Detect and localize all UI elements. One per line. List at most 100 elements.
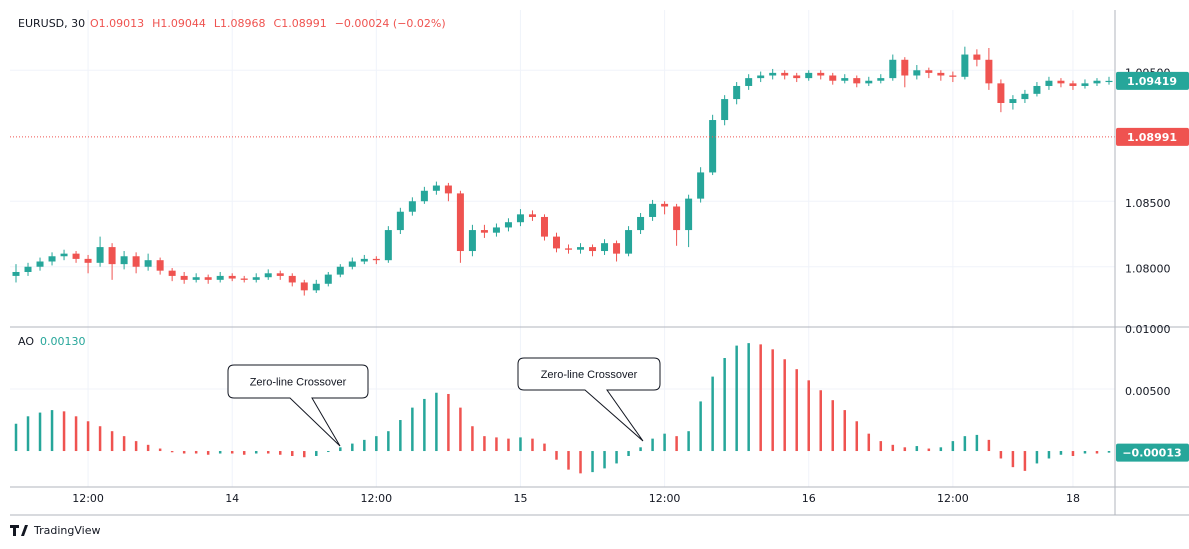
candle-body: [96, 247, 104, 263]
x-tick-label: 14: [225, 492, 239, 505]
candle-body: [637, 216, 645, 231]
candle-body: [745, 78, 753, 86]
ao-bar: [1035, 451, 1039, 464]
candle-body: [48, 256, 56, 262]
candle-body: [757, 75, 765, 79]
ao-bar: [591, 451, 594, 473]
candle-body: [204, 277, 212, 280]
candle-body: [216, 275, 224, 280]
ao-bar: [471, 426, 474, 452]
candle-body: [1105, 80, 1113, 83]
ohlc-value: H1.09044: [152, 17, 206, 30]
candle-body: [120, 256, 128, 265]
candle-body: [925, 70, 933, 73]
candle-body: [721, 99, 729, 121]
ao-bar: [663, 433, 666, 452]
candle-body: [901, 59, 909, 76]
candle-body: [468, 230, 476, 252]
candle-body: [613, 243, 621, 254]
candle-body: [84, 258, 92, 263]
candle-body: [685, 198, 693, 231]
ao-bar: [315, 451, 318, 456]
candle-body: [673, 206, 681, 231]
candle-body: [408, 201, 416, 212]
ao-bar: [483, 436, 486, 452]
candle-body: [997, 83, 1005, 104]
candle-body: [937, 72, 945, 76]
ao-bar: [170, 451, 174, 453]
x-tick-label: 12:00: [72, 492, 104, 505]
candle-body: [913, 70, 921, 76]
ao-bar: [146, 444, 150, 452]
candle-body: [60, 253, 68, 257]
ao-bar: [62, 411, 66, 452]
ao-bar: [218, 451, 222, 454]
candle-body: [312, 283, 320, 291]
y-tick-label: 1.08000: [1125, 263, 1171, 276]
symbol: EURUSD, 30: [18, 17, 85, 30]
candle-body: [108, 247, 116, 265]
candle-body: [865, 80, 873, 84]
candle-body: [276, 273, 284, 276]
ao-bar: [747, 343, 750, 452]
ao-bar: [651, 438, 654, 452]
ao-bar: [543, 443, 546, 452]
candle-body: [504, 222, 512, 228]
ao-bar: [254, 451, 258, 454]
candle-body: [384, 230, 392, 261]
candle-body: [1093, 80, 1101, 84]
x-tick-label: 15: [513, 492, 527, 505]
candle-body: [601, 243, 609, 252]
ao-bar: [266, 451, 270, 454]
logo-icon: [10, 525, 28, 536]
ao-bar: [903, 447, 907, 452]
ao-bar: [519, 437, 522, 452]
candle-body: [300, 282, 308, 291]
candle-body: [252, 277, 260, 280]
price-tag: [1116, 71, 1189, 90]
ao-bar: [98, 426, 102, 452]
ao-bar: [1071, 451, 1075, 456]
candle-body: [528, 214, 536, 217]
ao-bar: [759, 344, 762, 452]
candle-body: [1069, 83, 1077, 86]
ao-bar: [1083, 451, 1087, 454]
candle-body: [949, 75, 957, 77]
ao-bar: [74, 416, 78, 452]
candle-body: [348, 261, 356, 267]
ao-bar: [723, 358, 726, 452]
ao-bar: [879, 441, 883, 452]
ao-bar: [615, 451, 618, 464]
ao-bar: [531, 438, 534, 452]
ao-bar: [855, 421, 859, 452]
overlay: O1.09013 H1.09044 L1.08968 C1.08991 −0.00024…: [72, 17, 1189, 505]
ao-bar: [303, 451, 306, 458]
candle-body: [36, 261, 44, 267]
ao-bar: [182, 451, 186, 454]
ao-bar: [975, 434, 979, 452]
candle-body: [180, 275, 188, 280]
candle-body: [793, 75, 801, 79]
candle-body: [781, 72, 789, 76]
candle-body: [1057, 80, 1065, 84]
candle-body: [12, 271, 20, 276]
candle-body: [264, 273, 272, 278]
candle-body: [589, 247, 597, 252]
callout: [227, 364, 369, 447]
ao-bar: [447, 393, 450, 452]
price-tag-label: −0.00013: [1122, 447, 1181, 460]
candle-body: [985, 59, 993, 84]
ao-bar: [675, 436, 678, 452]
y-tick-label: 0.00500: [1125, 385, 1171, 398]
candle-body: [769, 72, 777, 76]
candle-body: [168, 270, 176, 276]
ao-bar: [699, 401, 702, 452]
ao-bar: [963, 436, 967, 452]
ohlc-value: C1.08991: [274, 17, 327, 30]
ao-bar: [399, 420, 402, 452]
candle-body: [144, 260, 152, 267]
ao-bar: [363, 439, 366, 452]
ao-bar: [110, 431, 114, 452]
candle-body: [577, 247, 585, 250]
